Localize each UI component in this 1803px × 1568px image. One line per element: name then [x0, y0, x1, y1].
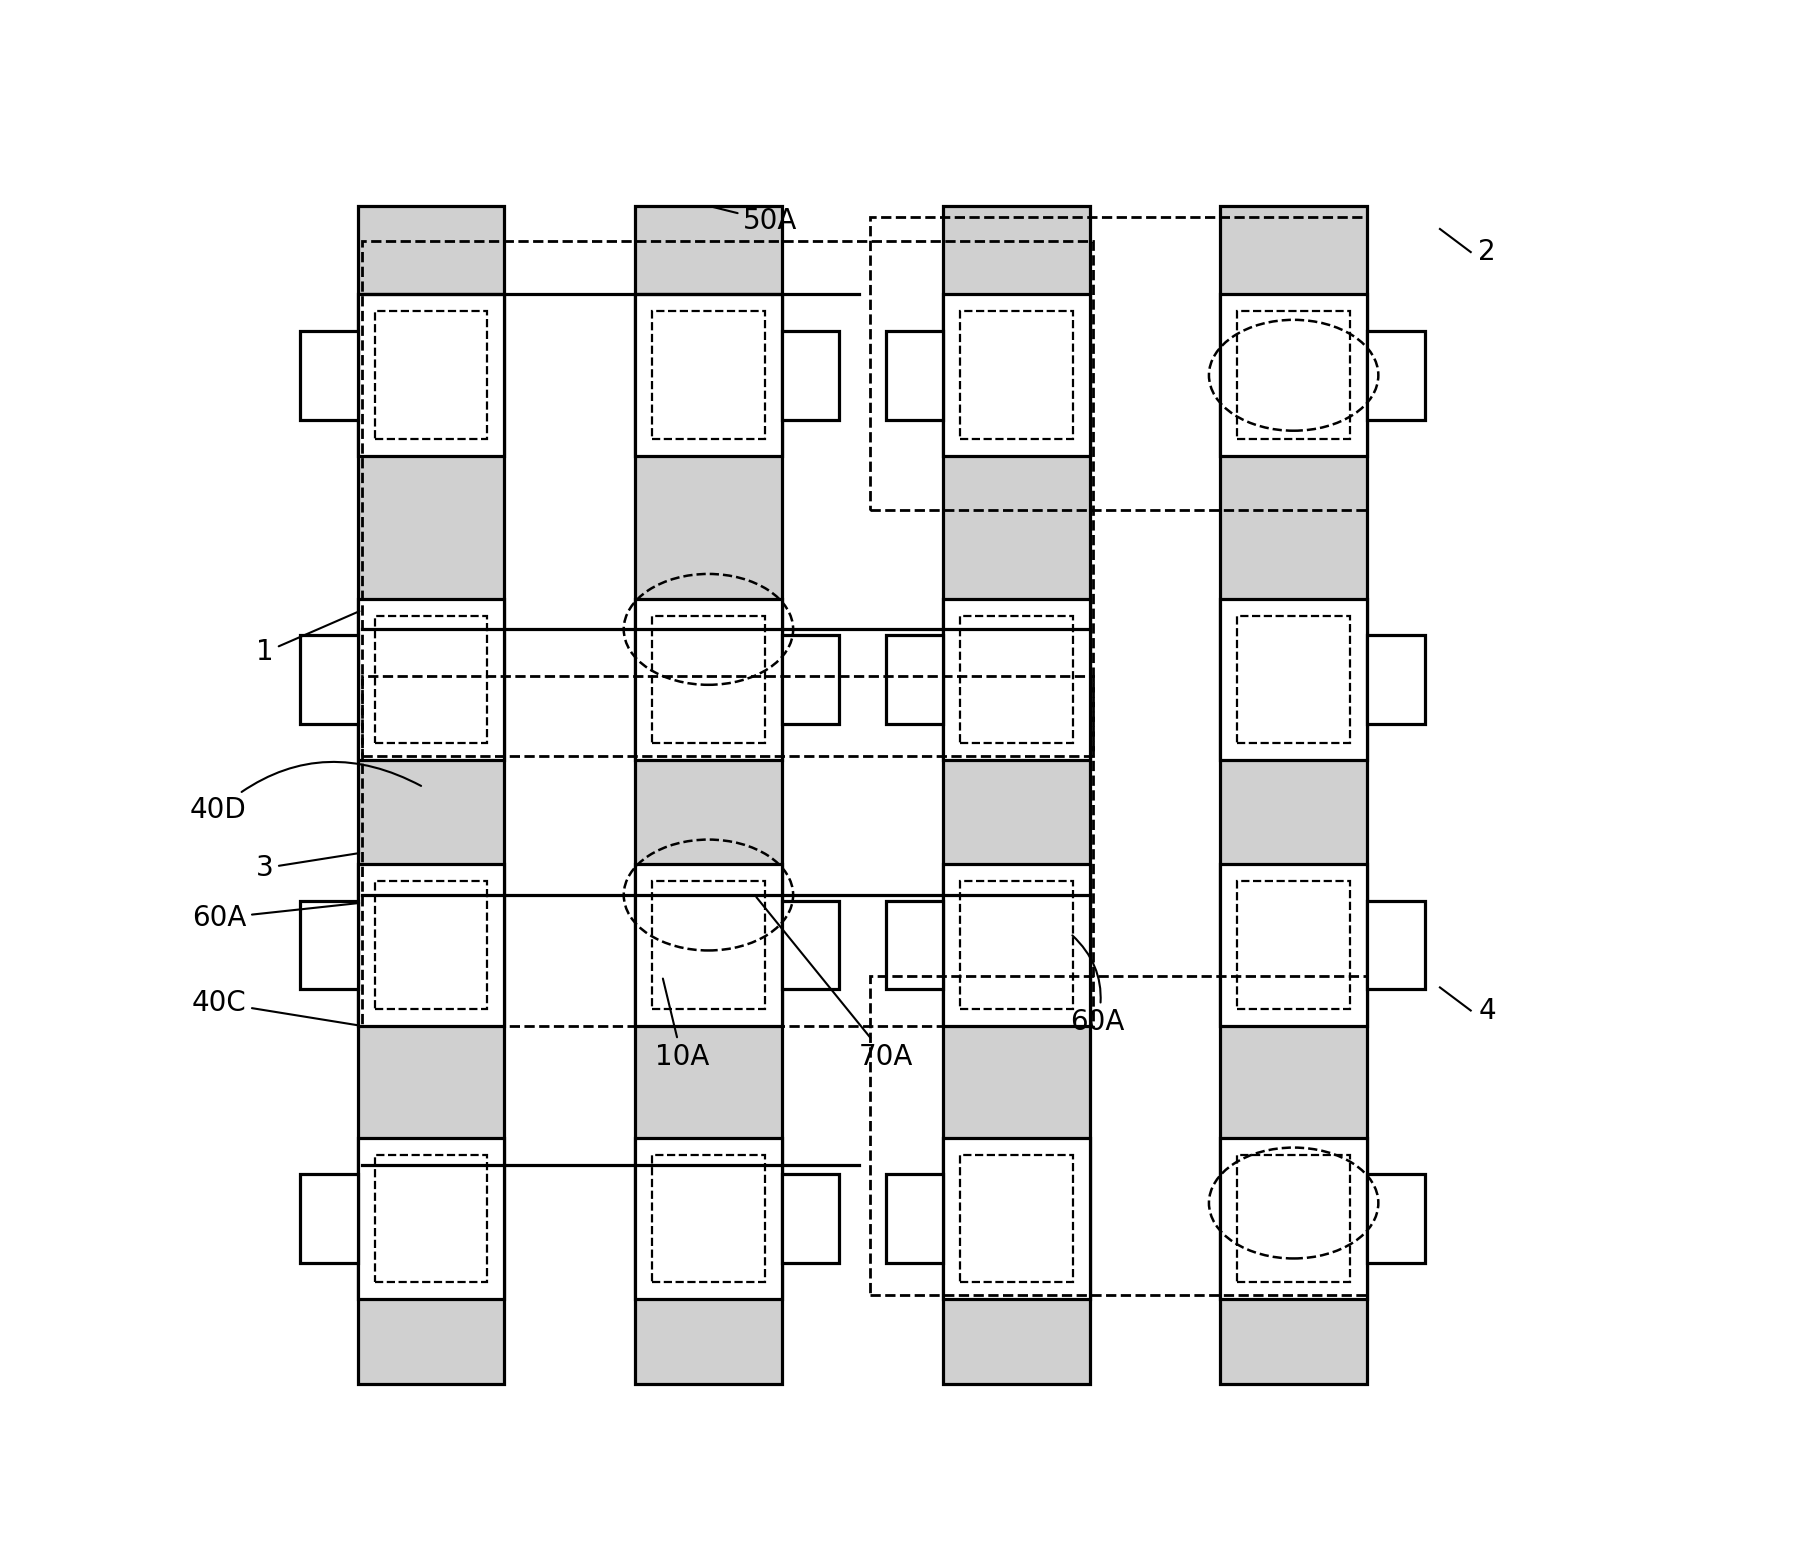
Bar — [359, 205, 505, 1385]
Bar — [359, 295, 505, 456]
Bar — [653, 616, 764, 743]
Bar — [781, 900, 840, 989]
Bar — [635, 1137, 781, 1300]
Bar — [1237, 312, 1350, 439]
Bar — [871, 975, 1367, 1295]
Bar — [961, 1154, 1073, 1283]
Bar — [1367, 635, 1424, 724]
Bar — [1221, 864, 1367, 1025]
Bar — [943, 599, 1089, 760]
Bar — [301, 900, 359, 989]
Bar — [653, 881, 764, 1008]
Text: 10A: 10A — [654, 978, 709, 1071]
Text: 40D: 40D — [189, 762, 422, 825]
Bar — [1221, 1137, 1367, 1300]
Bar — [781, 1174, 840, 1262]
Bar — [885, 331, 943, 420]
Bar — [961, 881, 1073, 1008]
Bar — [362, 240, 1093, 756]
Bar — [301, 331, 359, 420]
Bar — [961, 616, 1073, 743]
Bar — [653, 1154, 764, 1283]
Bar — [1367, 1174, 1424, 1262]
Bar — [359, 864, 505, 1025]
Bar — [362, 676, 1093, 1025]
Text: 50A: 50A — [710, 207, 797, 235]
Bar — [1367, 900, 1424, 989]
Bar — [359, 599, 505, 760]
Bar — [635, 864, 781, 1025]
Bar — [943, 864, 1089, 1025]
Text: 4: 4 — [1478, 997, 1496, 1024]
Bar — [635, 205, 781, 1385]
Bar — [1221, 295, 1367, 456]
Bar — [359, 1137, 505, 1300]
Bar — [781, 635, 840, 724]
Text: 70A: 70A — [757, 897, 912, 1071]
Bar — [653, 312, 764, 439]
Bar — [1237, 616, 1350, 743]
Bar — [301, 1174, 359, 1262]
Bar — [1221, 599, 1367, 760]
Bar — [885, 1174, 943, 1262]
Bar — [635, 599, 781, 760]
Bar — [1237, 881, 1350, 1008]
Bar — [375, 616, 487, 743]
Text: 60A: 60A — [1071, 936, 1125, 1036]
Bar — [885, 900, 943, 989]
Bar — [885, 635, 943, 724]
Bar — [375, 1154, 487, 1283]
Bar — [635, 295, 781, 456]
Bar — [871, 218, 1367, 510]
Text: 40C: 40C — [191, 989, 359, 1025]
Bar — [301, 635, 359, 724]
Bar — [781, 331, 840, 420]
Text: 1: 1 — [256, 612, 359, 666]
Bar — [961, 312, 1073, 439]
Bar — [943, 205, 1089, 1385]
Bar — [1367, 331, 1424, 420]
Text: 60A: 60A — [193, 903, 359, 931]
Bar — [375, 881, 487, 1008]
Bar — [375, 312, 487, 439]
Bar — [943, 295, 1089, 456]
Text: 2: 2 — [1478, 238, 1496, 267]
Bar — [1221, 205, 1367, 1385]
Text: 3: 3 — [256, 853, 359, 883]
Bar — [1237, 1154, 1350, 1283]
Bar — [943, 1137, 1089, 1300]
